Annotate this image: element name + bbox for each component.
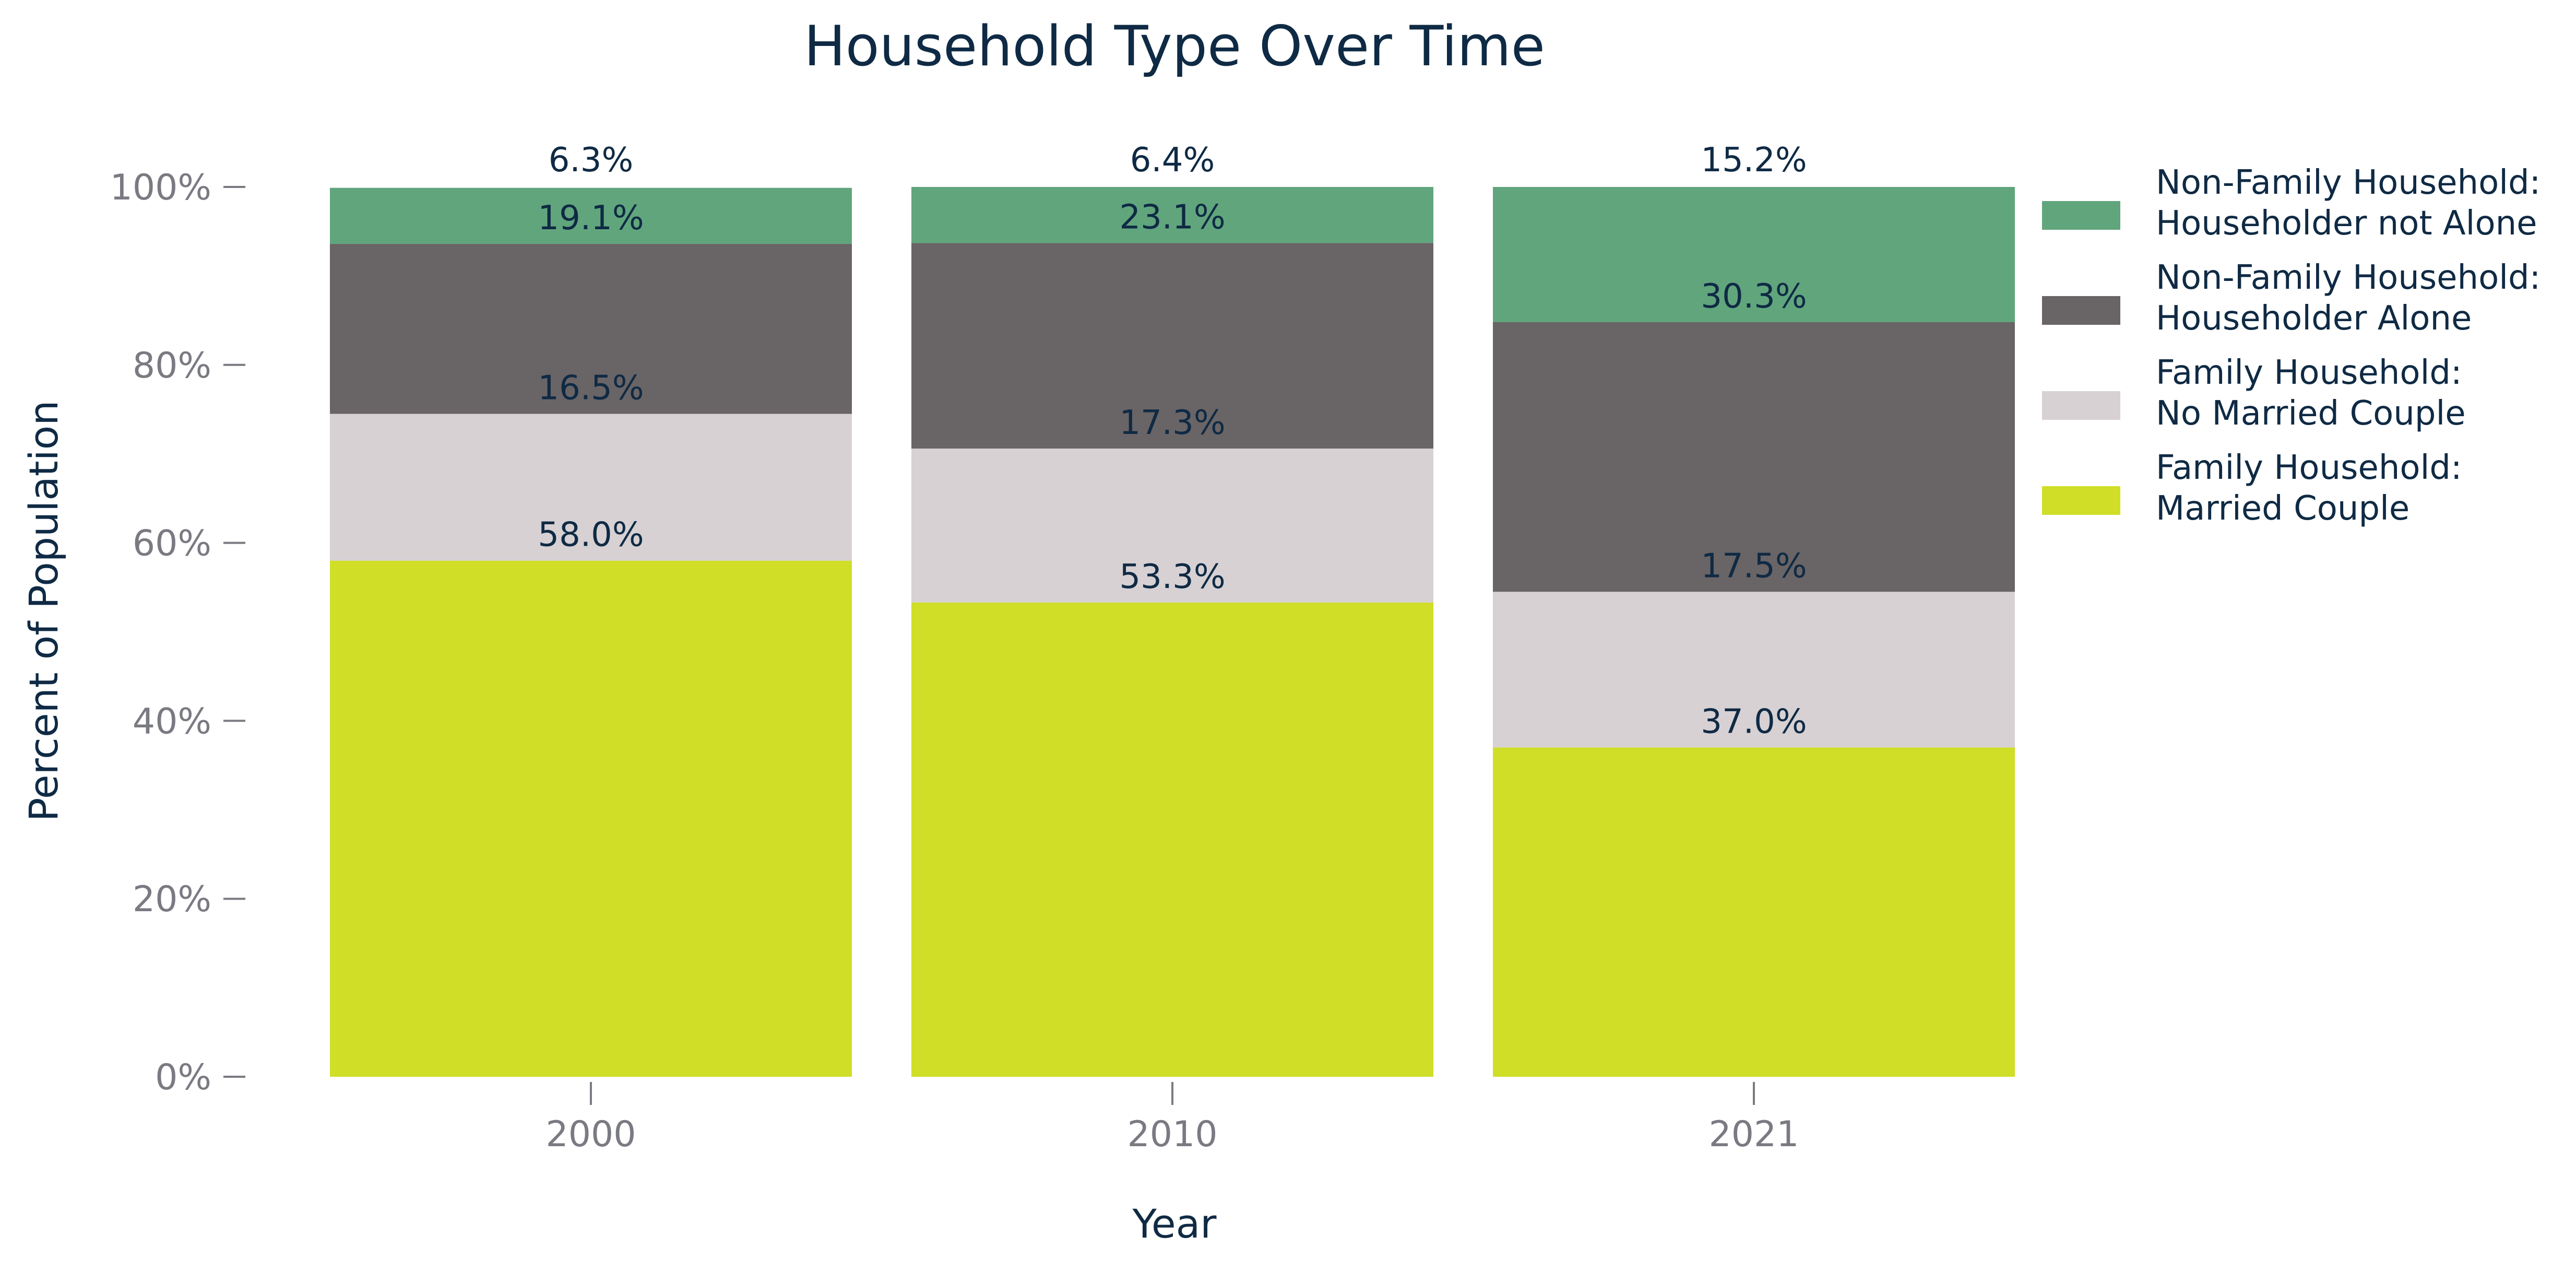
legend-swatch xyxy=(2042,486,2120,515)
bar-segment xyxy=(1493,747,2015,1077)
data-label: 30.3% xyxy=(1701,277,1807,316)
bar-segment xyxy=(330,560,852,1077)
legend-label: Family Household: No Married Couple xyxy=(2156,354,2466,433)
x-axis-title: Year xyxy=(1132,1201,1217,1247)
bar-segment xyxy=(330,414,852,561)
x-tick-label: 2000 xyxy=(545,1114,636,1155)
x-tick-label: 2021 xyxy=(1708,1114,1799,1155)
bar-segment xyxy=(911,448,1433,603)
y-tick-label: 40% xyxy=(133,701,211,742)
bars xyxy=(330,187,2015,1077)
legend-label: Non-Family Household: Householder not Alo… xyxy=(2156,163,2541,243)
y-tick-label: 0% xyxy=(155,1057,211,1098)
bar-segment xyxy=(1493,592,2015,748)
data-label: 15.2% xyxy=(1701,141,1807,180)
y-axis: 0% 20% 40% 60% 80% 100% xyxy=(110,167,245,1098)
bar-segment xyxy=(911,243,1433,449)
bar-segment xyxy=(1493,187,2015,323)
bar-segment xyxy=(330,187,852,244)
x-axis: 2000 2010 2021 xyxy=(545,1082,1799,1155)
data-label: 23.1% xyxy=(1119,198,1225,237)
y-tick-label: 60% xyxy=(133,523,211,564)
bar-segment xyxy=(911,187,1433,243)
data-label: 17.3% xyxy=(1119,404,1225,442)
data-labels: 58.0% 16.5% 19.1% 6.3% 53.3% 17.3% 23.1% 6.4% 37… xyxy=(538,141,1807,742)
bar-segment xyxy=(911,602,1433,1077)
bar-segment xyxy=(330,244,852,414)
legend-label: Family Household: Married Couple xyxy=(2156,449,2462,528)
data-label: 17.5% xyxy=(1701,547,1807,585)
chart-title: Household Type Over Time xyxy=(804,14,1545,78)
data-label: 6.4% xyxy=(1130,141,1215,180)
y-tick-label: 100% xyxy=(110,167,211,208)
data-label: 37.0% xyxy=(1701,703,1807,742)
data-label: 58.0% xyxy=(538,516,644,555)
data-label: 19.1% xyxy=(538,199,644,238)
legend-swatch xyxy=(2042,391,2120,420)
legend-swatch xyxy=(2042,296,2120,325)
legend-label: Non-Family Household: Householder Alone xyxy=(2156,258,2541,338)
y-tick-label: 80% xyxy=(133,345,211,386)
x-tick-label: 2010 xyxy=(1127,1114,1217,1155)
data-label: 53.3% xyxy=(1119,558,1225,596)
legend-swatch xyxy=(2042,201,2120,230)
bar-segment xyxy=(1493,322,2015,592)
y-tick-label: 20% xyxy=(133,879,211,920)
legend: Non-Family Household: Householder not Alo… xyxy=(2042,163,2541,528)
data-label: 6.3% xyxy=(549,141,634,180)
y-axis-title: Percent of Population xyxy=(20,401,67,822)
data-label: 16.5% xyxy=(538,369,644,408)
